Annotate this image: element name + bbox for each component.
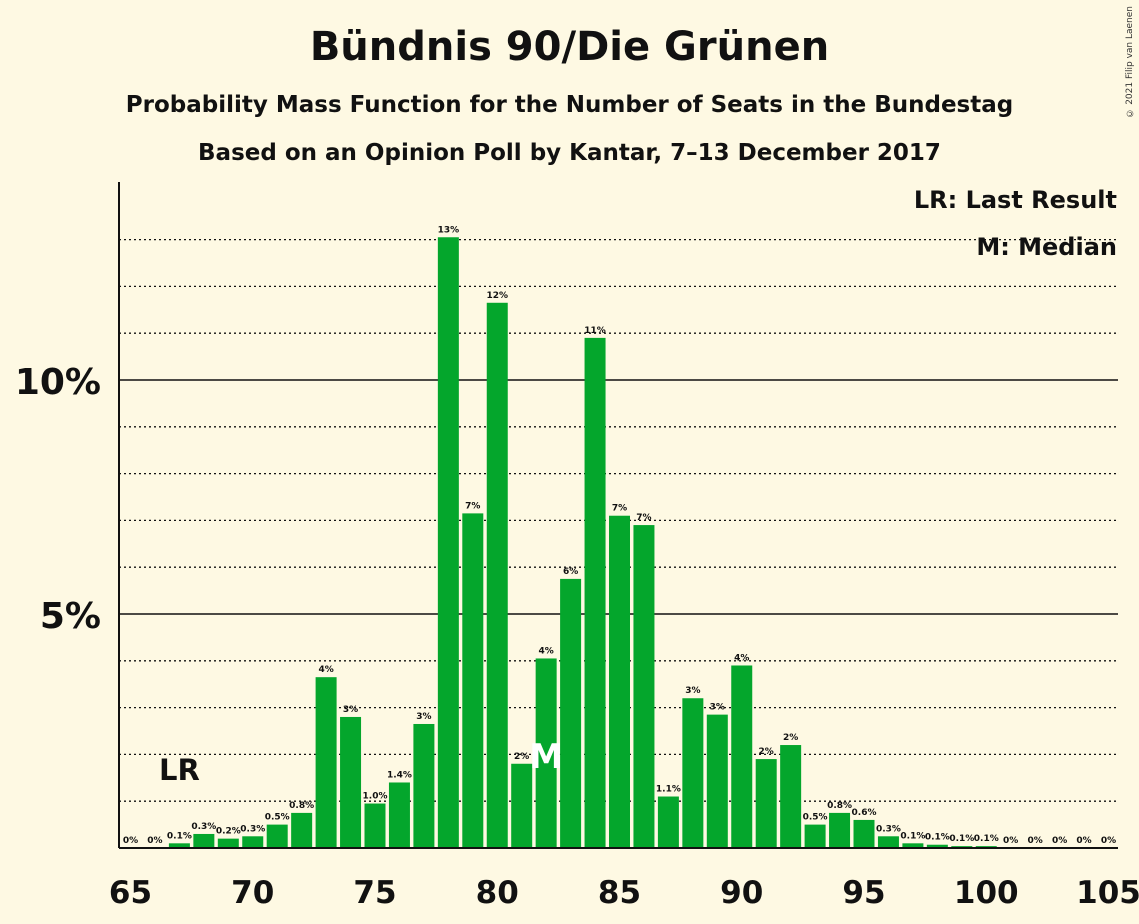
bar xyxy=(193,833,215,848)
x-tick-label: 85 xyxy=(598,875,641,911)
x-tick-label: 70 xyxy=(231,875,274,911)
bar xyxy=(315,677,337,848)
bar-value-label: 0.3% xyxy=(240,824,265,834)
bar-value-label: 7% xyxy=(636,513,651,523)
bar-value-label: 0.3% xyxy=(191,822,216,832)
bar-value-label: 0% xyxy=(1101,836,1116,846)
bar xyxy=(633,525,655,848)
bar-value-label: 0.1% xyxy=(974,834,999,844)
bar xyxy=(242,836,264,848)
bar-value-label: 1.4% xyxy=(387,770,412,780)
bar-value-label: 0% xyxy=(1052,836,1067,846)
bar xyxy=(877,836,899,848)
bar xyxy=(388,782,410,848)
bar xyxy=(755,759,777,848)
bar-value-label: 0.8% xyxy=(827,801,852,811)
last-result-marker: LR xyxy=(159,753,200,787)
legend-last-result: LR: Last Result xyxy=(913,186,1117,214)
bar xyxy=(511,763,533,848)
bar-value-label: 4% xyxy=(734,653,749,663)
bar xyxy=(780,745,802,848)
bar xyxy=(340,716,362,848)
bar-value-label: 2% xyxy=(783,733,798,743)
bar-value-label: 7% xyxy=(612,504,627,514)
bar-value-label: 6% xyxy=(563,567,578,577)
bar xyxy=(706,714,728,848)
bar xyxy=(584,337,606,848)
bar-value-label: 0.5% xyxy=(803,813,828,823)
bar-value-label: 0.5% xyxy=(265,813,290,823)
x-tick-label: 95 xyxy=(842,875,885,911)
bar-value-label: 0% xyxy=(147,836,162,846)
bar-value-label: 0.6% xyxy=(852,808,877,818)
bar-value-label: 0.2% xyxy=(216,827,241,837)
bar-value-label: 0.1% xyxy=(949,834,974,844)
bar-value-label: 0.3% xyxy=(876,824,901,834)
bar xyxy=(486,302,508,848)
bar-value-label: 1.0% xyxy=(363,792,388,802)
bar xyxy=(657,796,679,848)
bar-value-label: 12% xyxy=(486,291,508,301)
bar xyxy=(902,843,924,848)
bar xyxy=(853,819,875,848)
bar-value-label: 0.1% xyxy=(167,831,192,841)
x-tick-label: 90 xyxy=(720,875,763,911)
x-tick-label: 105 xyxy=(1076,875,1139,911)
bar xyxy=(266,824,288,848)
bar xyxy=(731,665,753,848)
bar-value-label: 0% xyxy=(123,836,138,846)
bar xyxy=(462,513,484,848)
bar-value-label: 0% xyxy=(1003,836,1018,846)
bar-value-label: 0% xyxy=(1076,836,1091,846)
x-tick-label: 65 xyxy=(109,875,152,911)
bar-value-label: 13% xyxy=(438,225,460,235)
bar-value-label: 2% xyxy=(759,747,774,757)
bar-value-label: 0.1% xyxy=(925,833,950,843)
bar xyxy=(291,812,313,848)
bar xyxy=(413,723,435,848)
bar-value-label: 0% xyxy=(1028,836,1043,846)
chart-source: Based on an Opinion Poll by Kantar, 7–13… xyxy=(198,140,941,166)
bar xyxy=(926,844,948,848)
chart-title: Bündnis 90/Die Grünen xyxy=(309,24,830,70)
bar xyxy=(217,838,239,848)
bar xyxy=(364,803,386,848)
x-tick-label: 100 xyxy=(954,875,1019,911)
bar xyxy=(609,515,630,848)
chart-subtitle: Probability Mass Function for the Number… xyxy=(125,92,1014,118)
bar-value-label: 1.1% xyxy=(656,785,681,795)
y-tick-label: 5% xyxy=(40,596,101,637)
bar-value-label: 3% xyxy=(685,686,700,696)
x-tick-label: 80 xyxy=(476,875,519,911)
bar xyxy=(804,824,826,848)
bar-value-label: 0.1% xyxy=(900,831,925,841)
bar-value-label: 3% xyxy=(343,705,358,715)
bar-value-label: 4% xyxy=(539,646,554,656)
median-marker: M xyxy=(529,737,563,777)
bar-value-label: 0.8% xyxy=(289,801,314,811)
bar xyxy=(829,812,851,848)
y-tick-label: 10% xyxy=(15,362,101,403)
bar-value-label: 7% xyxy=(465,501,480,511)
bar xyxy=(437,237,459,848)
x-tick-label: 75 xyxy=(353,875,396,911)
legend-median: M: Median xyxy=(976,233,1117,261)
bar xyxy=(682,698,704,848)
bar-value-label: 4% xyxy=(318,665,333,675)
bar-value-label: 2% xyxy=(514,752,529,762)
bar-value-label: 3% xyxy=(710,703,725,713)
bar xyxy=(560,578,582,848)
bar xyxy=(168,843,190,848)
bar-value-label: 3% xyxy=(416,712,431,722)
bar-value-label: 11% xyxy=(584,326,606,336)
bar xyxy=(535,658,557,848)
